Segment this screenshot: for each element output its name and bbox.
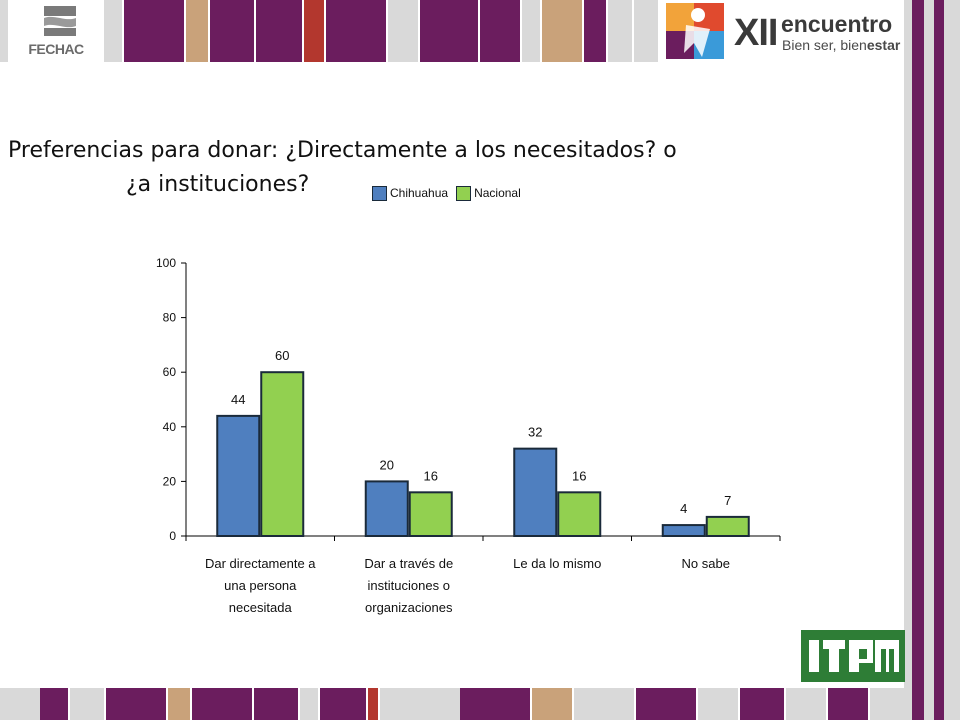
bar-nacional	[260, 371, 305, 537]
decorative-stripe	[0, 0, 8, 62]
decorative-stripe	[256, 0, 302, 62]
x-category-label: una persona	[224, 578, 297, 593]
itam-logo-mark	[809, 640, 899, 672]
right-stripe-band	[904, 0, 960, 720]
x-category-label: instituciones o	[368, 578, 450, 593]
encuentro-numeral: XII	[734, 12, 778, 54]
decorative-stripe	[210, 0, 254, 62]
decorative-stripe	[320, 688, 366, 720]
decorative-stripe	[924, 0, 934, 720]
decorative-stripe	[934, 0, 944, 720]
decorative-stripe	[326, 0, 386, 62]
decorative-stripe	[104, 0, 122, 62]
decorative-stripe	[608, 0, 632, 62]
legend-label-nacional: Nacional	[474, 186, 521, 200]
data-label: 4	[680, 501, 687, 516]
fechac-emblem-icon	[44, 6, 76, 36]
decorative-stripe	[420, 0, 478, 62]
bar-nacional	[557, 491, 602, 538]
encuentro-logo: XII encuentro Bien ser, bienestar	[660, 0, 904, 62]
chart-title: Preferencias para donar: ¿Directamente a…	[8, 134, 828, 202]
tagline-normal: Bien ser, bien	[782, 37, 867, 53]
decorative-stripe	[192, 688, 252, 720]
y-tick-label: 100	[156, 256, 176, 270]
decorative-stripe	[0, 688, 40, 720]
data-label: 7	[724, 493, 731, 508]
x-category-label: Dar a través de	[364, 556, 453, 571]
decorative-stripe	[106, 688, 166, 720]
bar-nacional	[408, 491, 453, 538]
legend-item-chihuahua: Chihuahua	[372, 185, 449, 201]
chart-title-line-2: ¿a instituciones?	[126, 172, 310, 197]
legend-swatch-nacional	[456, 185, 472, 201]
y-tick-label: 80	[163, 311, 177, 325]
decorative-stripe	[304, 0, 324, 62]
y-tick-label: 60	[163, 365, 177, 379]
decorative-stripe	[786, 688, 826, 720]
decorative-stripe	[636, 688, 696, 720]
decorative-stripe	[698, 688, 738, 720]
data-label: 20	[380, 457, 394, 472]
x-category-label: Dar directamente a	[205, 556, 316, 571]
encuentro-tagline: Bien ser, bienestar	[782, 37, 900, 53]
encuentro-emblem-icon	[666, 3, 724, 59]
decorative-stripe	[912, 0, 924, 720]
y-tick-label: 20	[163, 474, 177, 488]
decorative-stripe	[388, 0, 418, 62]
bar-chart: 0 20 40 60 80 100 Dar directamente a una person…	[156, 256, 781, 615]
bar-chihuahua	[513, 447, 558, 537]
data-label: 16	[424, 468, 438, 483]
decorative-stripe	[368, 688, 378, 720]
x-category-label: organizaciones	[365, 600, 453, 615]
decorative-stripe	[944, 0, 960, 720]
y-tick-label: 0	[169, 529, 176, 543]
decorative-stripe	[480, 0, 520, 62]
decorative-stripe	[380, 688, 460, 720]
legend-item-nacional: Nacional	[456, 185, 521, 201]
fechac-logo: FECHAC	[8, 0, 104, 62]
decorative-stripe	[254, 688, 298, 720]
data-label: 16	[572, 468, 586, 483]
data-label: 32	[528, 425, 542, 440]
decorative-stripe	[532, 688, 572, 720]
decorative-stripe	[870, 688, 904, 720]
x-category-label: necesitada	[229, 600, 293, 615]
decorative-stripe	[186, 0, 208, 62]
decorative-stripe	[70, 688, 104, 720]
bar-chihuahua	[661, 524, 706, 537]
decorative-stripe	[740, 688, 784, 720]
data-label: 44	[231, 392, 245, 407]
decorative-stripe	[168, 688, 190, 720]
decorative-stripe	[634, 0, 658, 62]
decorative-stripe	[584, 0, 606, 62]
x-category-label: No sabe	[682, 556, 730, 571]
chart-title-line-1: Preferencias para donar: ¿Directamente a…	[8, 138, 677, 163]
encuentro-word: encuentro	[781, 11, 893, 37]
legend-swatch-chihuahua	[372, 185, 387, 201]
bar-nacional	[705, 515, 750, 538]
bar-chihuahua	[364, 480, 409, 537]
fechac-logo-text: FECHAC	[28, 41, 84, 57]
decorative-stripe	[574, 688, 634, 720]
bar-chihuahua	[216, 414, 261, 538]
decorative-stripe	[124, 0, 184, 62]
x-category-label: Le da lo mismo	[513, 556, 601, 571]
decorative-stripe	[522, 0, 540, 62]
decorative-stripe	[828, 688, 868, 720]
top-stripe-band	[0, 0, 960, 62]
decorative-stripe	[460, 688, 530, 720]
tagline-bold: estar	[866, 37, 901, 53]
chart-legend: Chihuahua Nacional	[372, 184, 529, 202]
decorative-stripe	[542, 0, 582, 62]
decorative-stripe	[300, 688, 318, 720]
decorative-stripe	[40, 688, 68, 720]
bottom-stripe-band	[0, 688, 960, 720]
legend-label-chihuahua: Chihuahua	[390, 186, 449, 200]
data-label: 60	[275, 348, 289, 363]
y-tick-label: 40	[163, 420, 177, 434]
decorative-stripe	[904, 0, 912, 720]
itam-logo	[801, 630, 905, 682]
